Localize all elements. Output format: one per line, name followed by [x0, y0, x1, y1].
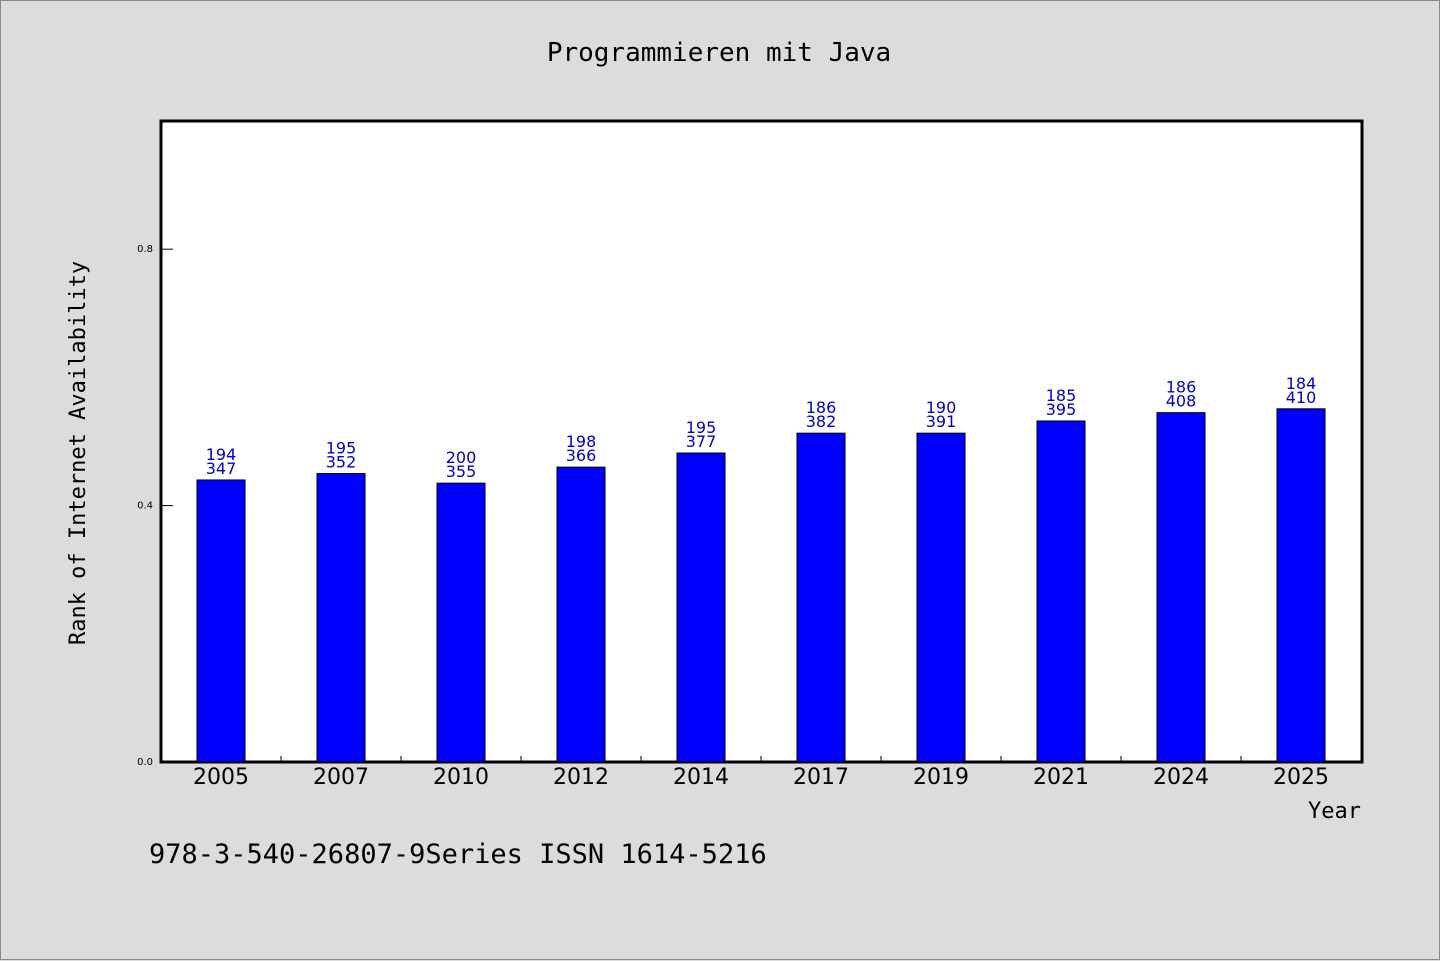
bar-label-bottom: 408 — [1166, 392, 1197, 411]
bar-label-top: 198 — [566, 432, 597, 451]
footer-isbn-text: 978-3-540-26807-9Series ISSN 1614-5216 — [149, 839, 767, 870]
bar — [1156, 412, 1206, 763]
x-tick-label: 2017 — [793, 765, 849, 790]
bar-label-top: 190 — [926, 398, 957, 417]
chart-title: Programmieren mit Java — [547, 38, 891, 68]
bar-label-top: 195 — [686, 418, 717, 437]
bars — [196, 408, 1326, 763]
x-tick-label: 2014 — [673, 765, 729, 790]
bar — [916, 432, 966, 763]
y-axis: 0.0 0.4 0.8 — [137, 244, 173, 768]
bar — [196, 479, 246, 763]
bar-label-top: 200 — [446, 448, 477, 467]
bar — [316, 473, 366, 763]
bar-label-top: 184 — [1286, 374, 1317, 393]
bar-label-top: 194 — [206, 445, 237, 464]
bar-label-bottom: 391 — [926, 412, 957, 431]
bar-label-bottom: 377 — [686, 432, 717, 451]
y-tick-label: 0.4 — [137, 501, 153, 512]
x-tick-label: 2024 — [1153, 765, 1209, 790]
bar-label-top: 186 — [806, 398, 837, 417]
x-tick-label: 2025 — [1273, 765, 1329, 790]
x-axis: 2005 2007 2010 2012 2014 2017 2019 2021 2024 2025 — [193, 756, 1329, 790]
x-tick-label: 2021 — [1033, 765, 1089, 790]
bar — [556, 466, 606, 763]
y-tick-label: 0.0 — [137, 757, 153, 768]
x-tick-label: 2019 — [913, 765, 969, 790]
bar-label-bottom: 352 — [326, 453, 357, 472]
bar — [796, 432, 846, 763]
x-tick-label: 2007 — [313, 765, 369, 790]
bar-label-bottom: 347 — [206, 459, 237, 478]
bar-label-bottom: 395 — [1046, 400, 1077, 419]
bar-label-top: 195 — [326, 439, 357, 458]
bar — [676, 452, 726, 763]
x-tick-label: 2005 — [193, 765, 249, 790]
bar — [1276, 408, 1326, 763]
x-tick-label: 2012 — [553, 765, 609, 790]
x-axis-label: Year — [1308, 799, 1361, 824]
bar-label-top: 186 — [1166, 378, 1197, 397]
bar — [1036, 420, 1086, 763]
y-axis-label: Rank of Internet Availability — [66, 261, 91, 645]
bar-label-bottom: 366 — [566, 446, 597, 465]
bar-label-bottom: 382 — [806, 412, 837, 431]
y-tick-label: 0.8 — [137, 244, 153, 255]
bar-label-bottom: 355 — [446, 462, 477, 481]
bar — [436, 482, 486, 763]
bar-label-bottom: 410 — [1286, 388, 1317, 407]
bar-label-top: 185 — [1046, 386, 1077, 405]
x-tick-label: 2010 — [433, 765, 489, 790]
